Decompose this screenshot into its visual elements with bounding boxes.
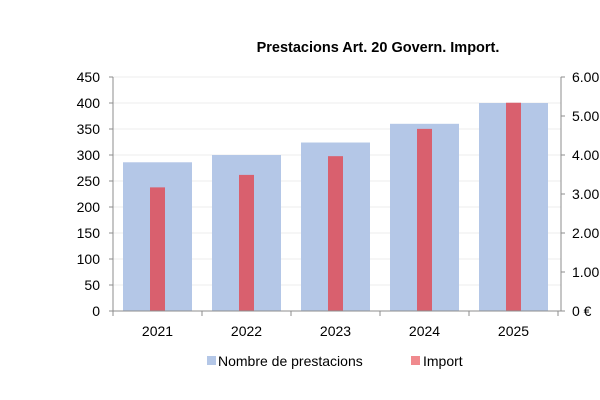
right-tick-label: 5.00 [572,108,599,124]
legend-swatch-nombre-de-prestacions [207,356,216,365]
right-axis-ticks: 0 € 1.00 2.00 3.00 4.00 5.00 6.00 [561,69,599,319]
right-tick-label: 3.00 [572,186,599,202]
left-tick-label: 400 [77,95,101,111]
left-tick-label: 250 [77,173,101,189]
left-axis-ticks: 0 50 100 150 200 250 300 350 400 450 [77,69,113,319]
x-tick-label: 2024 [409,323,440,339]
left-tick-label: 450 [77,69,101,85]
bar-import-2021 [150,187,165,311]
right-tick-label: 0 € [572,303,592,319]
left-tick-label: 200 [77,199,101,215]
right-tick-label: 1.00 [572,264,599,280]
left-tick-label: 150 [77,225,101,241]
x-tick-label: 2022 [231,323,262,339]
bar-import-2023 [328,156,343,311]
chart-title: Prestacions Art. 20 Govern. Import. [257,40,500,56]
legend-label-nombre-de-prestacions: Nombre de prestacions [218,353,363,369]
series-import [150,102,521,312]
legend-label-import: Import [423,353,463,369]
x-tick-label: 2025 [498,323,529,339]
bar-import-2024 [417,128,432,311]
right-tick-label: 2.00 [572,225,599,241]
x-tick-label: 2021 [142,323,173,339]
right-tick-label: 4.00 [572,147,599,163]
legend-swatch-import [411,356,420,365]
right-tick-label: 6.00 [572,69,599,85]
left-tick-label: 100 [77,251,101,267]
left-tick-label: 350 [77,121,101,137]
x-tick-label: 2023 [320,323,351,339]
legend: Nombre de prestacions Import [207,353,463,369]
left-tick-label: 50 [84,277,100,293]
bar-import-2025 [506,102,521,312]
left-tick-label: 0 [92,303,100,319]
x-axis-ticks: 2021 2022 2023 2024 2025 [112,311,559,339]
bar-import-2022 [239,174,254,311]
left-tick-label: 300 [77,147,101,163]
